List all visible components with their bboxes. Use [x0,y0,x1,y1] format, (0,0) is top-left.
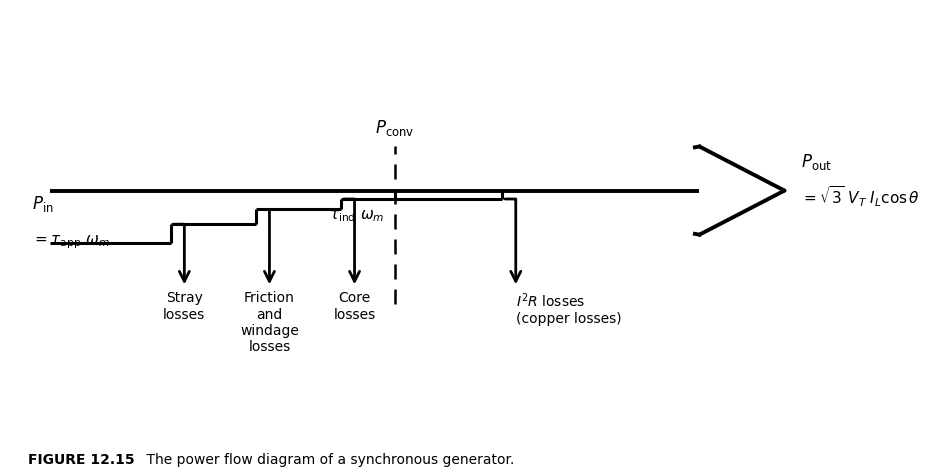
Text: $P_{\mathrm{out}}$: $P_{\mathrm{out}}$ [801,152,831,172]
Text: FIGURE 12.15: FIGURE 12.15 [28,453,134,467]
Text: $= \tau_{\mathrm{app}}\ \omega_m$: $= \tau_{\mathrm{app}}\ \omega_m$ [32,234,110,251]
Text: $I^2R$ losses
(copper losses): $I^2R$ losses (copper losses) [516,291,621,326]
Text: $P_{\mathrm{conv}}$: $P_{\mathrm{conv}}$ [375,118,414,138]
Text: The power flow diagram of a synchronous generator.: The power flow diagram of a synchronous … [129,453,514,467]
Text: Core
losses: Core losses [333,291,376,321]
Text: $\tau_{\mathrm{ind}}\ \omega_m$: $\tau_{\mathrm{ind}}\ \omega_m$ [328,208,384,224]
Text: Friction
and
windage
losses: Friction and windage losses [240,291,299,354]
Text: $= \sqrt{3}\ V_T\ I_L \cos\theta$: $= \sqrt{3}\ V_T\ I_L \cos\theta$ [801,184,920,209]
Text: Stray
losses: Stray losses [163,291,205,321]
Text: $P_{\mathrm{in}}$: $P_{\mathrm{in}}$ [32,194,54,214]
